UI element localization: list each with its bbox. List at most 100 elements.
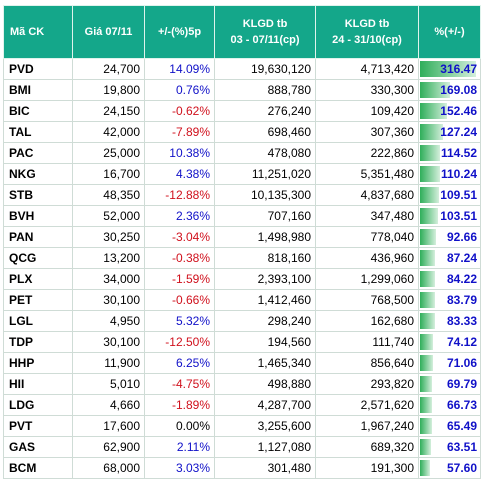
cell-price: 30,250	[72, 226, 145, 248]
header-change: +/-(%)5p	[144, 5, 215, 59]
header-row: Mã CK Giá 07/11 +/-(%)5p KLGD tb 03 - 07…	[3, 5, 481, 59]
cell-vol-recent: 298,240	[214, 310, 316, 332]
cell-vol-prev: 436,960	[315, 247, 419, 269]
pct-value: 92.66	[446, 230, 477, 244]
cell-vol-prev: 162,680	[315, 310, 419, 332]
table-row: HII 5,010 -4.75% 498,880 293,820 69.79	[3, 373, 481, 395]
table-row: BVH 52,000 2.36% 707,160 347,480 103.51	[3, 205, 481, 227]
cell-vol-prev: 347,480	[315, 205, 419, 227]
cell-vol-prev: 330,300	[315, 79, 419, 101]
cell-ticker: PVD	[3, 58, 73, 80]
pct-value: 71.06	[446, 356, 477, 370]
cell-pct: 114.52	[418, 142, 481, 164]
header-vol-recent: KLGD tb 03 - 07/11(cp)	[214, 5, 316, 59]
pct-value: 66.73	[446, 398, 477, 412]
cell-vol-recent: 2,393,100	[214, 268, 316, 290]
pct-bar	[420, 397, 432, 413]
cell-change: -3.04%	[144, 226, 215, 248]
pct-bar	[420, 355, 433, 371]
cell-price: 4,660	[72, 394, 145, 416]
cell-vol-recent: 10,135,300	[214, 184, 316, 206]
table-row: TAL 42,000 -7.89% 698,460 307,360 127.24	[3, 121, 481, 143]
cell-vol-recent: 478,080	[214, 142, 316, 164]
cell-price: 5,010	[72, 373, 145, 395]
cell-ticker: QCG	[3, 247, 73, 269]
header-vol-prev: KLGD tb 24 - 31/10(cp)	[315, 5, 419, 59]
cell-pct: 109.51	[418, 184, 481, 206]
pct-bar	[420, 271, 435, 287]
cell-change: -7.89%	[144, 121, 215, 143]
table-header: Mã CK Giá 07/11 +/-(%)5p KLGD tb 03 - 07…	[3, 5, 481, 59]
cell-price: 62,900	[72, 436, 145, 458]
cell-vol-prev: 109,420	[315, 100, 419, 122]
table-row: LGL 4,950 5.32% 298,240 162,680 83.33	[3, 310, 481, 332]
cell-pct: 71.06	[418, 352, 481, 374]
cell-pct: 92.66	[418, 226, 481, 248]
cell-pct: 316.47	[418, 58, 481, 80]
cell-price: 30,100	[72, 289, 145, 311]
table-row: PAC 25,000 10.38% 478,080 222,860 114.52	[3, 142, 481, 164]
cell-price: 25,000	[72, 142, 145, 164]
cell-change: -0.38%	[144, 247, 215, 269]
pct-value: 316.47	[440, 62, 477, 76]
cell-pct: 57.60	[418, 457, 481, 479]
cell-vol-recent: 3,255,600	[214, 415, 316, 437]
table-row: PVT 17,600 0.00% 3,255,600 1,967,240 65.49	[3, 415, 481, 437]
pct-bar	[420, 145, 440, 161]
cell-price: 19,800	[72, 79, 145, 101]
cell-vol-recent: 698,460	[214, 121, 316, 143]
cell-ticker: STB	[3, 184, 73, 206]
pct-value: 169.08	[440, 83, 477, 97]
cell-price: 13,200	[72, 247, 145, 269]
cell-vol-recent: 1,465,340	[214, 352, 316, 374]
cell-ticker: PVT	[3, 415, 73, 437]
cell-change: -1.59%	[144, 268, 215, 290]
pct-bar	[420, 418, 432, 434]
pct-bar	[420, 208, 438, 224]
cell-ticker: HHP	[3, 352, 73, 374]
cell-price: 24,150	[72, 100, 145, 122]
cell-vol-recent: 1,412,460	[214, 289, 316, 311]
cell-change: -12.50%	[144, 331, 215, 353]
cell-vol-prev: 111,740	[315, 331, 419, 353]
stock-volume-table-container: Mã CK Giá 07/11 +/-(%)5p KLGD tb 03 - 07…	[3, 5, 481, 479]
cell-pct: 74.12	[418, 331, 481, 353]
cell-vol-recent: 4,287,700	[214, 394, 316, 416]
cell-change: 6.25%	[144, 352, 215, 374]
cell-price: 4,950	[72, 310, 145, 332]
cell-ticker: PLX	[3, 268, 73, 290]
pct-bar	[420, 124, 443, 140]
pct-bar	[420, 439, 431, 455]
cell-ticker: PAC	[3, 142, 73, 164]
cell-vol-recent: 19,630,120	[214, 58, 316, 80]
cell-ticker: BIC	[3, 100, 73, 122]
cell-pct: 87.24	[418, 247, 481, 269]
cell-change: -0.62%	[144, 100, 215, 122]
pct-bar	[420, 103, 447, 119]
cell-vol-prev: 1,299,060	[315, 268, 419, 290]
pct-value: 103.51	[440, 209, 477, 223]
cell-vol-recent: 498,880	[214, 373, 316, 395]
table-row: GAS 62,900 2.11% 1,127,080 689,320 63.51	[3, 436, 481, 458]
cell-vol-recent: 1,498,980	[214, 226, 316, 248]
table-row: BMI 19,800 0.76% 888,780 330,300 169.08	[3, 79, 481, 101]
cell-price: 30,100	[72, 331, 145, 353]
cell-pct: 152.46	[418, 100, 481, 122]
table-row: LDG 4,660 -1.89% 4,287,700 2,571,620 66.73	[3, 394, 481, 416]
cell-pct: 83.33	[418, 310, 481, 332]
pct-bar	[420, 376, 432, 392]
cell-vol-prev: 856,640	[315, 352, 419, 374]
cell-vol-prev: 2,571,620	[315, 394, 419, 416]
cell-vol-prev: 293,820	[315, 373, 419, 395]
cell-change: 4.38%	[144, 163, 215, 185]
cell-ticker: BMI	[3, 79, 73, 101]
pct-value: 127.24	[440, 125, 477, 139]
pct-value: 114.52	[440, 146, 477, 160]
cell-price: 48,350	[72, 184, 145, 206]
cell-pct: 110.24	[418, 163, 481, 185]
cell-ticker: LDG	[3, 394, 73, 416]
cell-vol-prev: 689,320	[315, 436, 419, 458]
cell-change: 2.36%	[144, 205, 215, 227]
pct-value: 84.22	[446, 272, 477, 286]
cell-change: -12.88%	[144, 184, 215, 206]
